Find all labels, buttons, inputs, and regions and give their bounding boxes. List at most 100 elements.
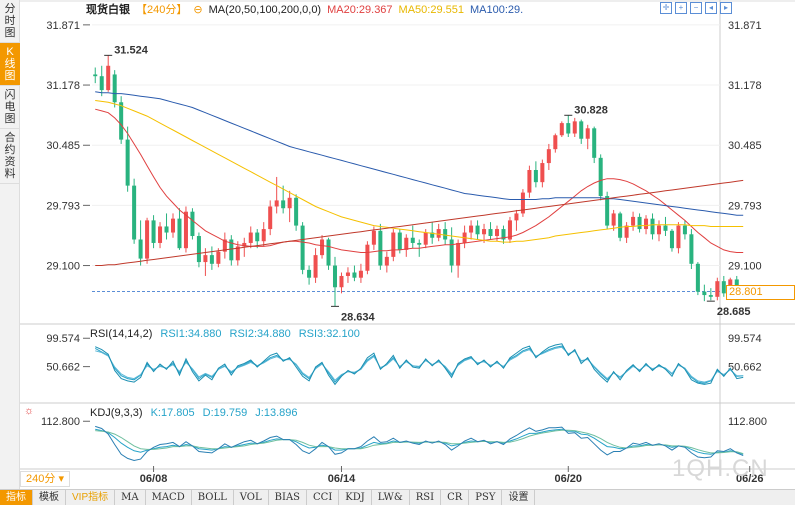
period-label[interactable]: 【240分】 bbox=[136, 4, 188, 16]
rsi3-value: RSI3:32.100 bbox=[298, 328, 360, 340]
ma50-value: MA50:29.551 bbox=[398, 4, 464, 16]
extreme-label: 31.524 bbox=[114, 44, 149, 56]
candle-body bbox=[255, 232, 260, 242]
y-tick-label-right: 31.178 bbox=[728, 80, 762, 92]
indicator-tab-14[interactable]: 设置 bbox=[502, 490, 536, 505]
rsi-name[interactable]: RSI(14,14,2) bbox=[90, 328, 153, 340]
indicator-tab-0[interactable]: 指标 bbox=[0, 490, 33, 505]
candle-body bbox=[533, 170, 538, 183]
candle-body bbox=[106, 65, 111, 91]
candle-body bbox=[222, 239, 227, 252]
candle-body bbox=[248, 232, 253, 243]
zoom-out-icon[interactable]: − bbox=[690, 2, 702, 14]
y-tick-label-left: 30.485 bbox=[46, 140, 80, 152]
candle-body bbox=[637, 216, 642, 230]
indicator-tab-8[interactable]: CCI bbox=[307, 490, 340, 505]
candle-body bbox=[417, 242, 422, 245]
candle-body bbox=[177, 218, 182, 249]
kdj-line-k bbox=[95, 428, 744, 455]
candle-body bbox=[507, 220, 512, 240]
d-value: D:19.759 bbox=[202, 407, 248, 419]
candle-body bbox=[605, 196, 610, 226]
candle-body bbox=[572, 121, 577, 134]
scroll-left-icon[interactable]: ◂ bbox=[705, 2, 717, 14]
ma20-value: MA20:29.367 bbox=[327, 4, 393, 16]
candle-body bbox=[410, 237, 415, 243]
candle-body bbox=[138, 239, 143, 259]
candle-body bbox=[242, 242, 247, 247]
candle-body bbox=[209, 255, 214, 264]
candle-body bbox=[352, 272, 357, 278]
indicator-tab-12[interactable]: CR bbox=[441, 490, 470, 505]
period-selector-label: 240分 bbox=[26, 473, 56, 485]
candle-body bbox=[119, 102, 124, 140]
candle-body bbox=[566, 123, 571, 134]
y-tick-label-right: 30.485 bbox=[728, 140, 762, 152]
rsi-y-tick-right: 99.574 bbox=[728, 333, 762, 345]
candle-body bbox=[682, 225, 687, 235]
rsi2-value: RSI2:34.880 bbox=[229, 328, 291, 340]
y-tick-label-left: 29.793 bbox=[46, 200, 80, 212]
indicator-tab-11[interactable]: RSI bbox=[410, 490, 442, 505]
rsi-y-tick-left: 50.662 bbox=[46, 362, 80, 374]
j-value: J:13.896 bbox=[255, 407, 298, 419]
rail-tab-0[interactable]: 分时图 bbox=[0, 0, 20, 43]
indicator-tab-5[interactable]: BOLL bbox=[192, 490, 234, 505]
candle-body bbox=[170, 218, 176, 233]
scroll-right-icon[interactable]: ▸ bbox=[720, 2, 732, 14]
y-tick-label-left: 29.100 bbox=[46, 261, 80, 273]
rail-tab-3[interactable]: 合约资料 bbox=[0, 129, 20, 184]
crosshair-icon[interactable]: ✛ bbox=[660, 2, 672, 14]
indicator-tab-1[interactable]: 模板 bbox=[33, 490, 66, 505]
kdj-name[interactable]: KDJ(9,3,3) bbox=[90, 407, 143, 419]
candle-body bbox=[611, 213, 616, 226]
period-selector[interactable]: 240分 ▾ bbox=[20, 471, 70, 487]
candle-body bbox=[300, 225, 305, 270]
indicator-tab-3[interactable]: MA bbox=[115, 490, 146, 505]
candle-body bbox=[203, 255, 208, 263]
kdj-line-d bbox=[95, 429, 744, 455]
zoom-in-icon[interactable]: + bbox=[675, 2, 687, 14]
indicator-gear-icon[interactable]: ☼ bbox=[24, 405, 35, 417]
candle-body bbox=[183, 211, 188, 249]
rail-tab-2[interactable]: 闪电图 bbox=[0, 86, 20, 129]
candle-body bbox=[456, 242, 461, 266]
candle-body bbox=[158, 226, 163, 243]
candle-body bbox=[702, 291, 707, 296]
indicator-tab-10[interactable]: LW& bbox=[372, 490, 410, 505]
candle-body bbox=[313, 255, 318, 278]
candle-body bbox=[99, 76, 104, 91]
candle-body bbox=[559, 123, 564, 136]
candle-body bbox=[274, 200, 279, 207]
ma-settings-label[interactable]: MA(20,50,100,200,0,0) bbox=[208, 4, 322, 16]
indicator-tab-13[interactable]: PSY bbox=[469, 490, 503, 505]
candle-body bbox=[268, 206, 273, 230]
y-tick-label-right: 31.871 bbox=[728, 20, 762, 32]
candle-body bbox=[520, 192, 525, 214]
candle-body bbox=[715, 281, 720, 297]
candle-body bbox=[125, 139, 130, 186]
indicator-tab-7[interactable]: BIAS bbox=[269, 490, 308, 505]
candle-body bbox=[216, 251, 221, 264]
candle-body bbox=[339, 275, 344, 288]
candle-body bbox=[488, 229, 493, 237]
kdj-y-tick-right: 112.800 bbox=[728, 416, 767, 428]
indicator-tab-9[interactable]: KDJ bbox=[339, 490, 372, 505]
x-tick-label: 06/08 bbox=[140, 473, 168, 485]
chart-toolbar: ✛ + − ◂ ▸ bbox=[660, 2, 735, 16]
kdj-legend: KDJ(9,3,3) K:17.805 D:19.759 J:13.896 bbox=[90, 406, 305, 420]
chart-canvas[interactable]: 31.871 31.871 31.178 31.178 30.485 30.485 29.7… bbox=[20, 0, 795, 490]
candle-body bbox=[261, 229, 266, 242]
indicator-tab-4[interactable]: MACD bbox=[146, 490, 192, 505]
current-price-tag: 28.801 bbox=[726, 284, 795, 300]
y-tick-label-right: 29.793 bbox=[728, 200, 762, 212]
ma-line-ma100 bbox=[95, 91, 744, 216]
candle-body bbox=[527, 170, 532, 193]
indicator-tab-2[interactable]: VIP指标 bbox=[66, 490, 116, 505]
collapse-icon[interactable]: ⊖ bbox=[193, 4, 203, 16]
rsi-line-rsi3 bbox=[94, 343, 744, 386]
ma-line-ma20 bbox=[95, 108, 744, 253]
indicator-tab-6[interactable]: VOL bbox=[234, 490, 269, 505]
